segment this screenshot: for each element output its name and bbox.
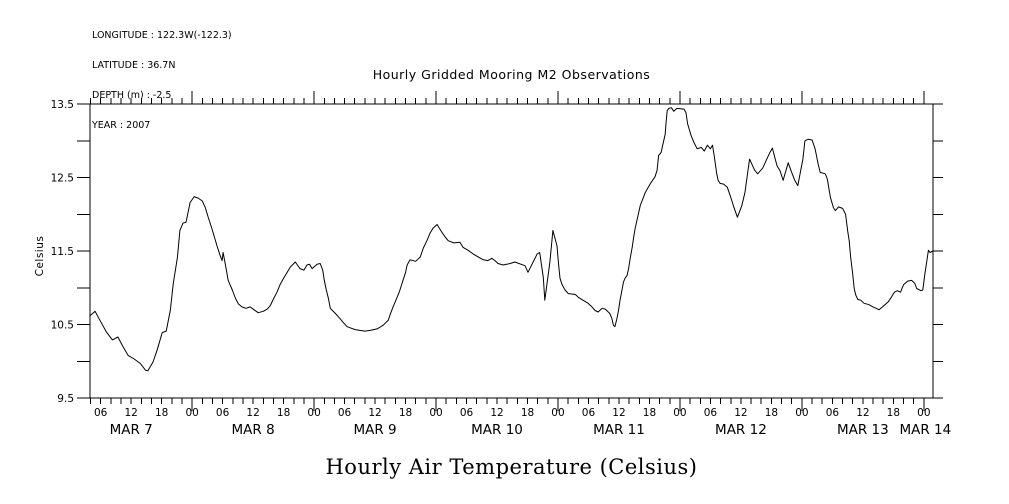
y-tick-label: 13.5 <box>51 99 74 111</box>
metadata-year: YEAR : 2007 <box>92 120 151 131</box>
y-tick-label: 9.5 <box>57 393 74 405</box>
metadata-latitude: LATITUDE : 36.7N <box>92 60 176 71</box>
x-date-label: MAR 10 <box>471 422 523 438</box>
y-tick-label: 10.5 <box>51 320 74 332</box>
x-hour-label: 06 <box>582 407 596 419</box>
x-hour-label: 18 <box>399 407 412 419</box>
x-hour-label: 18 <box>765 407 778 419</box>
x-hour-label: 00 <box>429 407 442 419</box>
station-metadata: LONGITUDE : 122.3W(-122.3) LATITUDE : 36… <box>92 11 232 151</box>
x-date-label: MAR 7 <box>110 422 153 438</box>
x-hour-label: 00 <box>795 407 808 419</box>
x-hour-label: 12 <box>734 407 747 419</box>
x-hour-label: 18 <box>277 407 290 419</box>
x-date-label: MAR 8 <box>232 422 275 438</box>
x-hour-label: 12 <box>124 407 137 419</box>
x-hour-label: 06 <box>460 407 474 419</box>
temperature-line <box>89 107 934 372</box>
x-date-label: MAR 11 <box>593 422 645 438</box>
metadata-longitude: LONGITUDE : 122.3W(-122.3) <box>92 30 232 41</box>
x-hour-label: 00 <box>307 407 320 419</box>
x-hour-label: 12 <box>246 407 259 419</box>
x-date-label: MAR 14 <box>900 422 952 438</box>
x-hour-label: 12 <box>856 407 869 419</box>
x-hour-label: 00 <box>551 407 564 419</box>
y-tick-label: 11.5 <box>51 246 74 258</box>
x-hour-label: 12 <box>490 407 503 419</box>
x-hour-label: 18 <box>155 407 168 419</box>
x-hour-label: 12 <box>368 407 381 419</box>
x-hour-label: 06 <box>216 407 230 419</box>
x-date-label: MAR 12 <box>715 422 767 438</box>
x-hour-label: 06 <box>94 407 108 419</box>
x-hour-label: 18 <box>643 407 656 419</box>
bottom-title: Hourly Air Temperature (Celsius) <box>325 455 698 479</box>
x-date-label: MAR 9 <box>353 422 396 438</box>
x-hour-label: 00 <box>917 407 930 419</box>
metadata-depth: DEPTH (m) : -2.5 <box>92 90 172 101</box>
x-hour-label: 18 <box>887 407 900 419</box>
chart-title: Hourly Gridded Mooring M2 Observations <box>372 67 651 82</box>
x-hour-label: 06 <box>338 407 352 419</box>
y-axis-label: Celsius <box>34 235 46 277</box>
x-hour-label: 12 <box>612 407 625 419</box>
x-hour-label: 00 <box>185 407 198 419</box>
x-hour-label: 06 <box>704 407 718 419</box>
x-date-label: MAR 13 <box>837 422 889 438</box>
plot-border <box>89 103 934 399</box>
x-hour-label: 06 <box>826 407 840 419</box>
x-hour-label: 00 <box>673 407 686 419</box>
y-tick-label: 12.5 <box>51 173 74 185</box>
x-hour-label: 18 <box>521 407 534 419</box>
